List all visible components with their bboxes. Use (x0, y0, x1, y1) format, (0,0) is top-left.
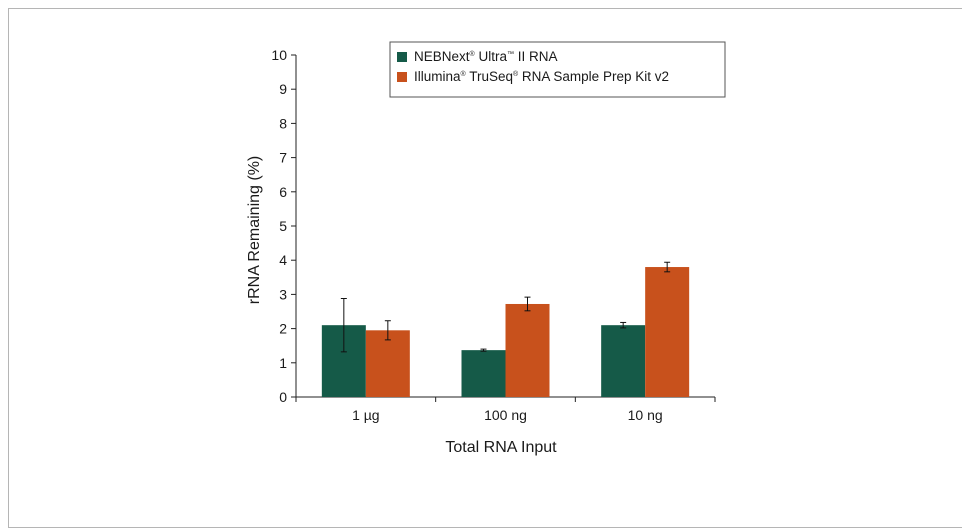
y-axis-title: rRNA Remaining (%) (246, 156, 263, 304)
y-tick-label: 1 (279, 355, 287, 371)
y-tick-label: 5 (279, 218, 287, 234)
chart-error-bars (340, 261, 671, 353)
bar (461, 350, 506, 397)
x-tick-label: 10 ng (628, 407, 663, 423)
bar (601, 325, 646, 397)
x-axis-title: Total RNA Input (445, 439, 557, 456)
legend-box (389, 41, 726, 98)
y-tick-label: 3 (279, 286, 287, 302)
bar (505, 303, 550, 397)
legend-swatch-nebnext (397, 52, 407, 62)
y-tick-label: 10 (271, 47, 287, 63)
x-tick-label: 100 ng (484, 407, 527, 423)
legend-label-illumina: Illumina® TruSeq® RNA Sample Prep Kit v2 (414, 69, 669, 84)
y-tick-label: 4 (279, 252, 287, 268)
y-tick-label: 0 (279, 389, 287, 405)
chart-ticks: 0 1 2 3 4 5 6 7 8 9 10 1 µg 100 ng 10 ng (271, 47, 716, 423)
y-tick-label: 8 (279, 115, 287, 131)
legend-swatch-illumina (397, 72, 407, 82)
y-tick-label: 7 (279, 150, 287, 166)
chart-bars (321, 267, 690, 397)
chart-legend: NEBNext® Ultra™ II RNA Illumina® TruSeq®… (389, 41, 726, 98)
y-tick-label: 6 (279, 184, 287, 200)
bar (645, 267, 690, 397)
legend-label-nebnext: NEBNext® Ultra™ II RNA (414, 49, 557, 64)
y-tick-label: 2 (279, 321, 287, 337)
bar (365, 330, 410, 397)
y-tick-label: 9 (279, 81, 287, 97)
x-tick-label: 1 µg (352, 407, 380, 423)
bar-chart: 0 1 2 3 4 5 6 7 8 9 10 1 µg 100 ng 10 ng rRNA Remaini… (246, 41, 726, 456)
